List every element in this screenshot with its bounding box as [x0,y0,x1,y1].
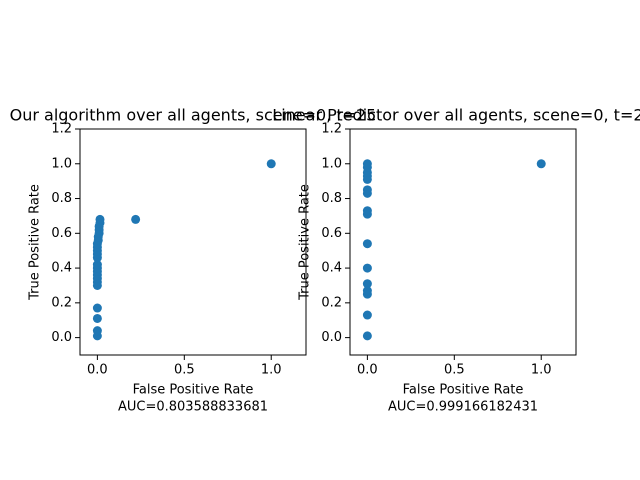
point [362,263,372,273]
y-tick-label: 0.6 [321,226,342,241]
point [92,303,102,313]
y-tick-label: 0.4 [51,261,72,276]
axes-frame [349,128,577,356]
point [362,331,372,341]
chart-title: Linear Predictor over all agents, scene=… [272,106,640,125]
y-tick-label: 1.0 [321,156,342,171]
point [362,286,372,296]
y-tick-label: 0.6 [51,226,72,241]
x-axis-label: False Positive Rate [133,383,254,398]
chart-title: Our algorithm over all agents, scene=0, … [10,106,377,125]
y-tick-label: 1.2 [51,122,72,137]
point [266,159,276,169]
y-tick-label: 0.0 [321,330,342,345]
point [92,326,102,336]
point [131,214,141,224]
y-tick-label: 0.8 [321,191,342,206]
y-tick-label: 1.0 [51,156,72,171]
y-tick-label: 0.0 [51,330,72,345]
point [362,206,372,216]
y-tick-label: 1.2 [321,122,342,137]
y-tick-label: 0.2 [321,295,342,310]
point [362,279,372,289]
y-tick-label: 0.8 [51,191,72,206]
x-tick-label: 1.0 [261,363,282,378]
y-tick-label: 0.4 [321,261,342,276]
point [362,159,372,169]
x-tick-label: 1.0 [531,363,552,378]
annotation: AUC=0.999166182431 [388,400,538,415]
point [362,310,372,320]
annotation: AUC=0.803588833681 [118,400,268,415]
x-tick-label: 0.5 [444,363,465,378]
point [92,313,102,323]
x-tick-label: 0.0 [87,363,108,378]
point [536,159,546,169]
x-tick-label: 0.5 [174,363,195,378]
point [95,214,105,224]
y-axis-label: True Positive Rate [298,184,313,301]
y-tick-label: 0.2 [51,295,72,310]
y-axis-label: True Positive Rate [28,184,43,301]
point [362,239,372,249]
x-tick-label: 0.0 [357,363,378,378]
point [362,185,372,195]
x-axis-label: False Positive Rate [403,383,524,398]
point [92,260,102,270]
axes-frame [79,128,307,356]
